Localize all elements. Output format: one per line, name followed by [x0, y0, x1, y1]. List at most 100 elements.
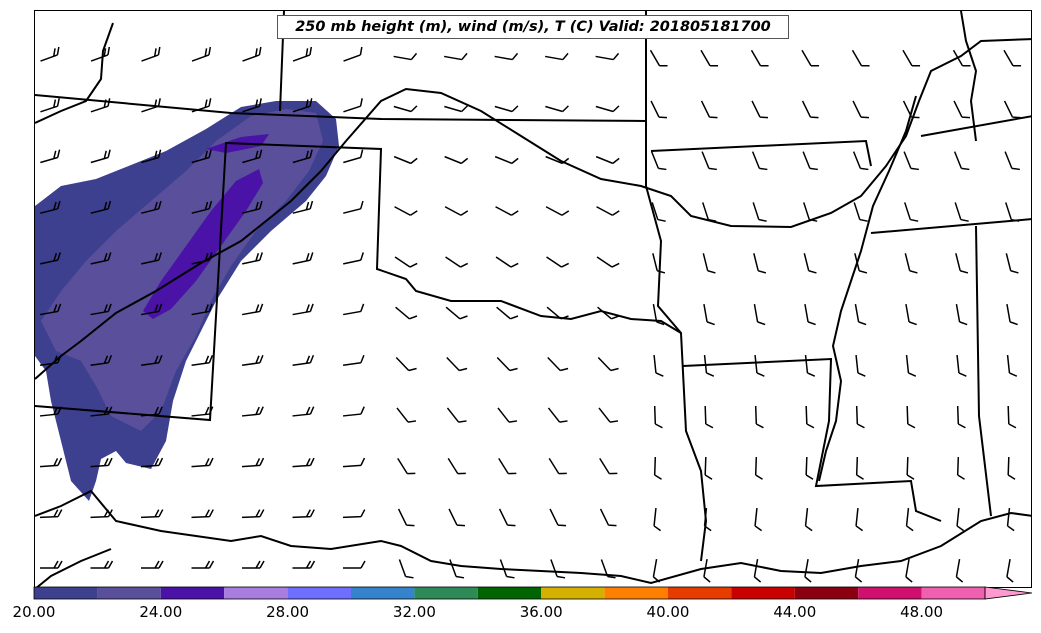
wind-barb: [191, 560, 215, 569]
wind-barb: [292, 149, 313, 164]
state-line-east-1: [645, 11, 708, 562]
wind-barb: [393, 155, 418, 165]
boundaries: [35, 11, 1031, 587]
wind-barb: [956, 354, 967, 377]
wind-barb: [956, 456, 965, 480]
mississippi: [818, 95, 917, 482]
wind-barb: [653, 405, 663, 429]
state-line-nm-tx: [35, 141, 682, 422]
colorbar-bin-40: [668, 587, 732, 599]
colorbar-tick-label: 40.00: [646, 603, 690, 621]
wind-barb: [598, 407, 619, 423]
wind-barb: [596, 206, 620, 216]
wind-barb: [852, 100, 870, 119]
colorbar-bin-34: [477, 587, 542, 599]
wind-barb: [444, 206, 469, 216]
wind-barb: [751, 151, 768, 171]
wind-barb: [547, 407, 568, 423]
wind-barb: [855, 354, 866, 377]
wind-barb: [649, 49, 668, 67]
wind-barb: [1006, 507, 1015, 532]
wind-barb: [444, 155, 469, 165]
wind-barb: [191, 252, 213, 265]
wind-barb: [651, 202, 666, 222]
wind-barb: [191, 509, 214, 519]
wind-barb: [804, 559, 812, 583]
colorbar-bin-30: [351, 587, 415, 599]
wind-barb: [191, 46, 212, 62]
wind-barb: [141, 149, 162, 164]
wind-barb: [141, 560, 164, 569]
wind-barb: [495, 206, 519, 216]
wind-barb: [953, 151, 970, 171]
wind-barb: [804, 507, 813, 532]
wind-barb: [854, 304, 867, 326]
wind-barb: [141, 46, 161, 62]
wind-barb: [241, 457, 265, 468]
wind-barb: [855, 456, 864, 480]
wind-barb: [595, 155, 620, 165]
colorbar-tick-label: 36.00: [519, 603, 563, 621]
map-canvas: [35, 11, 1031, 587]
wind-barb: [342, 406, 365, 417]
wind-barb: [90, 149, 111, 164]
wind-barb: [650, 151, 667, 171]
wind-barb: [597, 306, 620, 320]
wind-barb: [292, 509, 315, 519]
wind-barb: [905, 507, 914, 532]
wind-barb: [242, 46, 262, 62]
colorbar-bin-44: [794, 587, 859, 599]
wind-barb: [40, 98, 60, 113]
wind-barb: [855, 507, 864, 532]
wind-barb: [446, 357, 468, 372]
wind-barb: [805, 405, 815, 429]
colorbar-bin-48: [921, 587, 985, 599]
wind-barb: [904, 253, 918, 274]
wind-barb: [754, 456, 763, 480]
wind-barb: [140, 509, 164, 519]
wind-barb: [700, 100, 718, 119]
wind-barb: [853, 202, 868, 222]
colorbar-extend-arrow: [984, 586, 1033, 600]
wind-barb: [394, 256, 418, 268]
wind-barb: [90, 560, 114, 569]
wind-barb: [549, 508, 567, 527]
wind-barb: [704, 456, 713, 480]
wind-barb: [242, 303, 264, 316]
wind-barb: [600, 559, 616, 579]
wind-barb: [804, 354, 816, 377]
wind-barb: [852, 151, 869, 171]
wind-barb: [141, 200, 162, 214]
wind-barb: [242, 149, 263, 164]
colorbar-tick-label: 24.00: [139, 603, 183, 621]
wind-barb: [140, 457, 164, 468]
wind-barb: [703, 354, 715, 377]
wind-barb: [343, 252, 364, 265]
state-line-al: [975, 225, 992, 517]
colorbar-bin-26: [224, 587, 288, 599]
wind-barb: [955, 253, 969, 274]
wind-barb: [343, 303, 365, 316]
mexico-coast: [35, 548, 112, 587]
wind-barb: [343, 200, 364, 214]
wind-barb: [1004, 151, 1020, 171]
wind-barb: [704, 405, 714, 429]
state-line-top-left: [35, 94, 647, 122]
wind-barb: [395, 306, 418, 320]
wind-barb: [954, 202, 969, 222]
colorbar-bins: [33, 586, 1033, 600]
wind-barb: [448, 508, 466, 527]
wind-barb: [802, 151, 818, 171]
wind-barb: [449, 559, 465, 579]
wind-barb: [956, 405, 966, 429]
wind-barb: [956, 507, 965, 532]
wind-barb: [90, 200, 112, 214]
wind-barb: [398, 559, 414, 579]
wind-barb: [955, 304, 968, 326]
colorbar-outline: [33, 586, 986, 600]
colorbar-bin-38: [604, 587, 668, 599]
wind-barb: [854, 253, 868, 274]
wind-barb: [754, 507, 763, 532]
wind-barb: [40, 252, 61, 265]
wind-barb: [342, 509, 366, 519]
